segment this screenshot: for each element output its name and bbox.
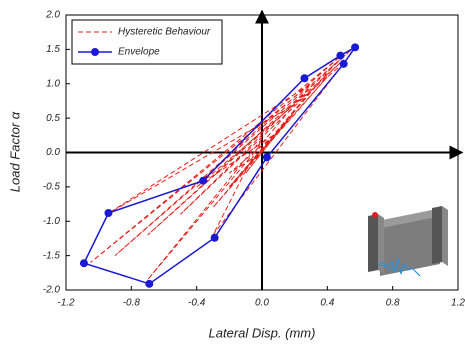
legend-label: Envelope bbox=[118, 47, 160, 58]
x-tick-label: -0.4 bbox=[188, 298, 206, 309]
x-tick-label: 0.8 bbox=[386, 298, 400, 309]
x-tick-label: 0.0 bbox=[255, 298, 269, 309]
hysteresis-line bbox=[91, 49, 352, 279]
y-axis-title: Load Factor α bbox=[7, 111, 22, 192]
envelope-point bbox=[145, 280, 153, 288]
y-tick-label: 2.0 bbox=[45, 10, 60, 21]
chart: Lateral Disp. (mm) Load Factor α -1.2 -0.… bbox=[0, 0, 465, 347]
y-tick-label: 1.0 bbox=[46, 78, 60, 89]
x-tick-label: -0.8 bbox=[123, 298, 141, 309]
envelope-point bbox=[300, 74, 308, 82]
envelope-point bbox=[104, 209, 112, 217]
y-tick-label: -0.5 bbox=[43, 182, 61, 193]
y-tick-label: 0.0 bbox=[46, 147, 60, 158]
x-axis-title: Lateral Disp. (mm) bbox=[209, 325, 316, 340]
envelope-point bbox=[80, 259, 88, 267]
envelope-line bbox=[84, 47, 355, 284]
x-tick-label: 1.2 bbox=[451, 298, 465, 309]
y-tick-label: -2.0 bbox=[43, 285, 61, 296]
envelope-point bbox=[336, 52, 344, 60]
envelope-point bbox=[211, 234, 219, 242]
y-tick-label: 0.5 bbox=[46, 113, 60, 124]
envelope-point bbox=[263, 153, 271, 161]
y-tick-label: -1.0 bbox=[43, 216, 61, 227]
legend-label: Hysteretic Behaviour bbox=[118, 27, 211, 38]
legend-marker bbox=[91, 48, 99, 56]
envelope-point bbox=[199, 177, 207, 185]
structure-icon bbox=[368, 206, 448, 276]
x-tick-label: -1.2 bbox=[57, 298, 75, 309]
x-tick-label: 0.4 bbox=[320, 298, 334, 309]
y-tick-label: 1.5 bbox=[46, 44, 60, 55]
envelope-point bbox=[340, 60, 348, 68]
envelope-point bbox=[351, 43, 359, 51]
y-tick-label: -1.5 bbox=[43, 250, 61, 261]
